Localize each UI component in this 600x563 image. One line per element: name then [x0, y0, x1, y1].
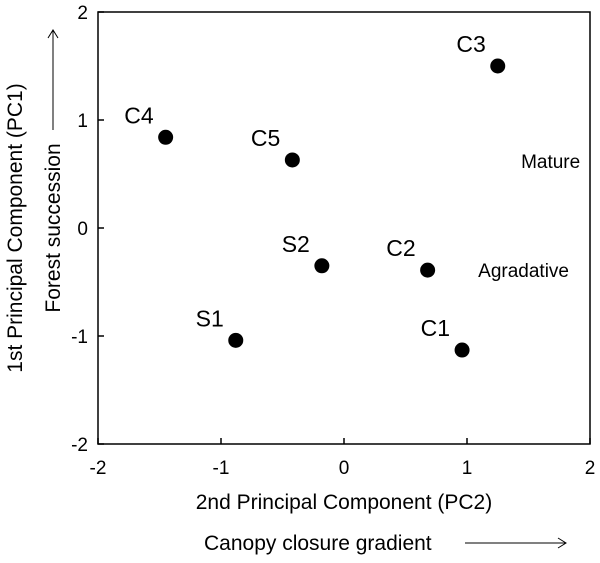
data-point-c4 [158, 129, 174, 145]
y-axis-ticks: -2 -1 0 1 2 [71, 3, 104, 456]
plot-frame [97, 11, 591, 445]
x-tick-label: 2 [585, 458, 596, 479]
point-label-c4: C4 [124, 102, 154, 128]
data-point-c3 [490, 58, 506, 74]
y-tick-label: -2 [71, 435, 88, 456]
y-tick-label: 1 [77, 111, 88, 132]
x-gradient-label: Canopy closure gradient [204, 532, 432, 555]
annotation-agradative: Agradative [478, 261, 569, 282]
x-tick-label: -2 [90, 458, 107, 479]
y-tick-label: -1 [71, 327, 88, 348]
data-point-s2 [314, 258, 330, 274]
point-label-c2: C2 [386, 235, 415, 261]
point-label-c3: C3 [456, 31, 485, 57]
y-tick-label: 0 [77, 219, 88, 240]
data-point-c5 [284, 152, 300, 168]
x-tick-label: 1 [462, 458, 473, 479]
point-label-c1: C1 [421, 315, 450, 341]
x-axis-ticks: -2 -1 0 1 2 [90, 438, 596, 479]
y-tick-label: 2 [77, 3, 88, 24]
y-gradient-label: Forest succession [42, 143, 65, 312]
annotation-mature: Mature [521, 152, 580, 173]
data-point-c2 [420, 262, 436, 278]
annotations: Mature Agradative [478, 152, 580, 282]
x-tick-label: -1 [213, 458, 230, 479]
point-label-s2: S2 [282, 231, 310, 257]
data-point-c1 [454, 342, 470, 358]
x-gradient-arrowhead [557, 537, 567, 549]
x-axis-label: 2nd Principal Component (PC2) [196, 491, 492, 514]
data-points: C3 C4 C5 S2 C2 S1 C1 [124, 31, 506, 358]
point-label-s1: S1 [196, 305, 224, 331]
data-point-s1 [228, 332, 244, 348]
y-axis-label: 1st Principal Component (PC1) [4, 83, 27, 372]
y-gradient-arrowhead [47, 29, 59, 39]
point-label-c5: C5 [251, 125, 280, 151]
x-tick-label: 0 [339, 458, 350, 479]
